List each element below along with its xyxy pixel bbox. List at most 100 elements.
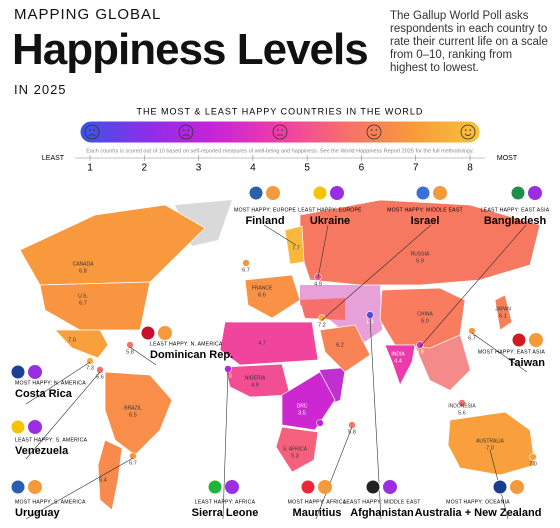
country-region — [494, 294, 513, 331]
callout-country: Ukraine — [310, 215, 350, 227]
face-mouth — [88, 134, 96, 137]
callout-category: LEAST HAPPY: S. AMERICA — [15, 437, 88, 443]
country-region — [19, 204, 206, 286]
country-value: 7.2 — [318, 322, 326, 328]
leader-line — [25, 361, 91, 405]
callout-category: LEAST HAPPY: EAST ASIA — [481, 207, 550, 213]
country-value: 4.7 — [258, 340, 266, 346]
map-layer: CANADA6.8U.S.6.77.0BRAZIL6.56.46.75.67.3… — [19, 199, 541, 511]
face-eye — [276, 129, 279, 131]
southeast-asia — [415, 335, 470, 390]
country-name: CANADA — [73, 261, 95, 267]
face-mouth — [182, 134, 190, 136]
scale-tick-label: 7 — [413, 163, 419, 174]
country-region — [384, 344, 416, 386]
country-marker — [529, 453, 537, 461]
mood-icon — [158, 326, 172, 340]
country-value: 6.0 — [421, 318, 429, 324]
country-region — [275, 426, 319, 473]
scale-tick-label: 8 — [467, 163, 473, 174]
scale-tick-label: 6 — [359, 163, 365, 174]
leader-line — [129, 346, 157, 366]
country-marker — [96, 366, 104, 374]
country-name: INDIA — [391, 351, 405, 357]
country-value: 4.4 — [394, 358, 402, 364]
subtitle: IN 2025 — [14, 82, 67, 97]
flag-icon — [312, 185, 328, 201]
mood-icon — [510, 480, 524, 494]
ui-layer: THE MOST & LEAST HAPPY COUNTRIES IN THE … — [10, 106, 550, 520]
country-value: 6.4 — [99, 477, 107, 483]
face-eye — [375, 129, 378, 131]
face-mouth — [464, 133, 472, 136]
flag-icon — [415, 185, 431, 201]
country-name: JAPAN — [495, 306, 511, 312]
leader-line — [317, 224, 329, 279]
country-value: 6.7 — [129, 460, 137, 466]
callout-country: Afghanistan — [350, 507, 414, 519]
country-name: U.S. — [78, 293, 88, 299]
country-value: 5.8 — [348, 429, 356, 435]
country-value: 5.6 — [96, 374, 104, 380]
scale-title: THE MOST & LEAST HAPPY COUNTRIES IN THE … — [137, 106, 424, 116]
scale-high-label: MOST — [497, 155, 518, 162]
scale-tick-label: 4 — [250, 163, 256, 174]
country-region — [281, 371, 336, 431]
country-value: 4.9 — [251, 382, 259, 388]
country-value: 4.9 — [314, 281, 322, 287]
callout-country: Venezuela — [15, 445, 69, 457]
scale-tick-label: 5 — [304, 163, 310, 174]
country-name: AUSTRALIA — [476, 438, 504, 444]
callout-country: Dominican Rep. — [150, 349, 233, 361]
country-region — [39, 281, 151, 331]
flag-icon — [510, 185, 526, 201]
country-region — [224, 363, 291, 398]
flag-icon — [207, 479, 223, 495]
face-eye — [93, 129, 96, 131]
country-value: 6.5 — [129, 412, 137, 418]
callout-category: MOST HAPPY: MIDDLE EAST — [387, 207, 463, 213]
country-region — [244, 274, 301, 319]
face-eye — [187, 129, 190, 131]
leader-line — [315, 426, 353, 520]
scale-tick-label: 1 — [87, 163, 93, 174]
mood-icon — [225, 480, 239, 494]
scale-face — [84, 124, 100, 140]
callout-country: Sierra Leone — [192, 507, 259, 519]
scale-low-label: LEAST — [42, 155, 65, 162]
country-value: 7.0 — [486, 445, 494, 451]
leader-line — [471, 332, 528, 373]
flag-icon — [511, 332, 527, 348]
scale-note: Each country is scored out of 10 based o… — [86, 148, 474, 154]
scale-face — [366, 124, 382, 140]
country-value: 6.1 — [499, 313, 507, 319]
face-eye — [182, 129, 185, 131]
callout-category: LEAST HAPPY: EUROPE — [298, 207, 362, 213]
mood-icon — [28, 420, 42, 434]
callout-category: LEAST HAPPY: AFRICA — [195, 499, 256, 505]
east-europe — [300, 298, 345, 320]
face-eye — [281, 129, 284, 131]
scale-face — [460, 124, 476, 140]
country-value: 5.8 — [126, 349, 134, 355]
country-name: BRAZIL — [124, 405, 142, 411]
country-region — [447, 411, 536, 476]
scale-tick-label: 2 — [142, 163, 148, 174]
country-value: 6.7 — [242, 267, 250, 273]
mood-icon — [28, 480, 42, 494]
mood-icon — [318, 480, 332, 494]
country-value: 5.3 — [291, 453, 299, 459]
country-name: S. AFRICA — [283, 446, 308, 452]
callout-category: MOST HAPPY: AFRICA — [288, 499, 347, 505]
country-value: 6.8 — [79, 268, 87, 274]
flag-icon — [365, 479, 381, 495]
flag-icon — [248, 185, 264, 201]
callout-country: Finland — [245, 215, 284, 227]
face-eye — [464, 129, 467, 131]
country-region — [284, 225, 305, 265]
callout-category: LEAST HAPPY: N. AMERICA — [150, 341, 223, 347]
country-region — [54, 329, 109, 359]
country-name: NIGERIA — [245, 375, 266, 381]
country-marker — [316, 419, 324, 427]
